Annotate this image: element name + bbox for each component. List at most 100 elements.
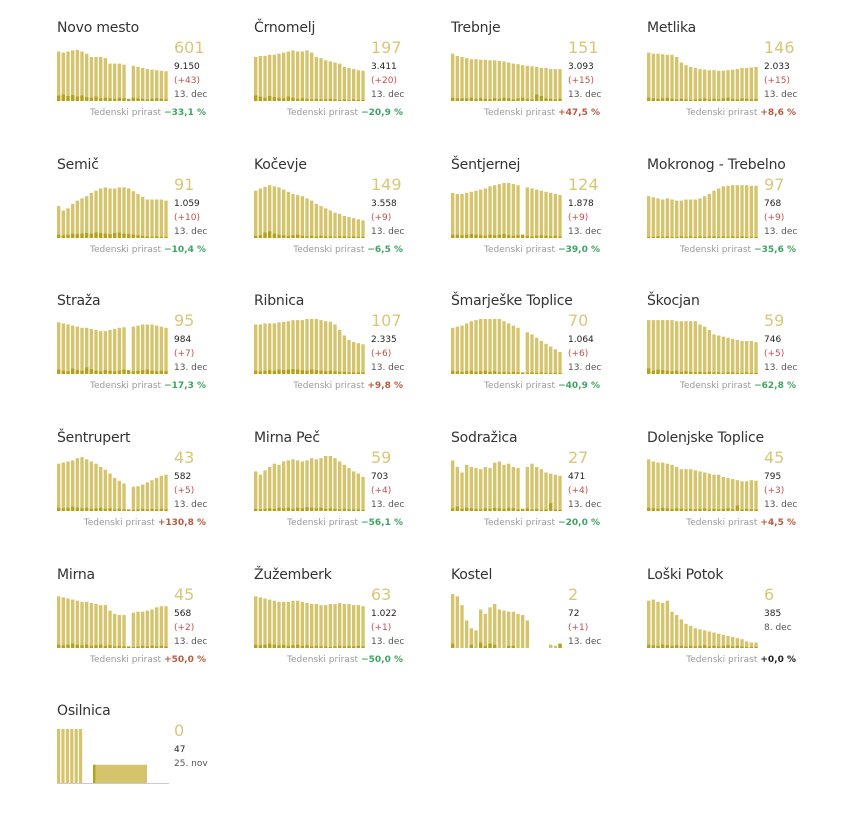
new-cases-bar bbox=[258, 645, 263, 648]
active-cases-chart bbox=[254, 185, 365, 238]
last-update-date: 13. dec bbox=[764, 90, 798, 100]
new-cases-bar bbox=[493, 507, 497, 511]
total-count: 1.022 bbox=[371, 609, 397, 619]
new-cases-bar bbox=[698, 508, 702, 511]
new-cases-bar bbox=[451, 370, 455, 374]
new-cases-bar bbox=[113, 233, 117, 238]
municipality-name: Šmarješke Toplice bbox=[451, 293, 573, 309]
new-cases-bar bbox=[164, 371, 168, 374]
new-cases-bar bbox=[670, 508, 674, 511]
municipality-card: Loški Potok 6 385 8. dec Tedenski prirast +0,… bbox=[647, 567, 837, 697]
new-cases-bar bbox=[342, 236, 347, 238]
new-cases-bar bbox=[740, 236, 744, 238]
active-bar bbox=[85, 601, 89, 648]
total-count: 72 bbox=[568, 609, 580, 619]
new-cases-bar bbox=[310, 369, 314, 374]
new-cases-bar bbox=[254, 644, 258, 648]
active-bar bbox=[113, 613, 117, 648]
new-cases-bar bbox=[693, 372, 698, 374]
active-cases-chart bbox=[57, 596, 168, 648]
last-update-date: 8. dec bbox=[764, 623, 792, 633]
new-cases-bar bbox=[535, 508, 539, 511]
new-cases-bar bbox=[122, 98, 126, 101]
new-cases-bar bbox=[145, 509, 150, 511]
active-bar bbox=[684, 65, 688, 101]
active-bar bbox=[319, 320, 323, 374]
new-cases-bar bbox=[726, 372, 730, 374]
active-bar bbox=[735, 339, 740, 374]
active-bar bbox=[117, 63, 122, 101]
new-cases-bar bbox=[155, 371, 159, 374]
weekly-growth-label: Tedenski prirast bbox=[484, 381, 556, 391]
municipality-name: Straža bbox=[57, 293, 101, 309]
new-cases-bar bbox=[263, 370, 267, 374]
weekly-growth-label: Tedenski prirast bbox=[484, 245, 556, 255]
active-bar bbox=[319, 458, 323, 511]
weekly-growth-label: Tedenski prirast bbox=[287, 108, 359, 118]
new-cases-bar bbox=[483, 508, 488, 511]
active-bar bbox=[740, 639, 744, 648]
new-cases-bar bbox=[675, 370, 679, 374]
new-cases-bar bbox=[103, 645, 108, 648]
active-bar bbox=[286, 191, 291, 238]
active-bar bbox=[651, 599, 656, 648]
new-cases-bar bbox=[314, 236, 319, 238]
new-cases-bar bbox=[455, 506, 460, 511]
new-cases-bar bbox=[558, 643, 562, 648]
new-cases-bar bbox=[291, 97, 295, 101]
active-bar bbox=[511, 467, 516, 511]
new-cases-bar bbox=[99, 644, 103, 648]
active-bar bbox=[647, 52, 651, 101]
new-cases-bar bbox=[268, 96, 272, 101]
active-cases-chart bbox=[451, 319, 562, 374]
active-bar bbox=[647, 459, 651, 511]
new-cases-bar bbox=[525, 98, 530, 101]
weekly-growth: Tedenski prirast −17,3 % bbox=[57, 381, 206, 391]
active-bar bbox=[525, 620, 530, 648]
active-bar bbox=[258, 474, 263, 511]
active-bar bbox=[127, 613, 131, 648]
new-cases-bar bbox=[679, 645, 684, 648]
new-cases-bar bbox=[319, 370, 323, 374]
active-cases-chart bbox=[254, 596, 365, 648]
new-cases-bar bbox=[731, 509, 735, 511]
active-bar bbox=[465, 58, 469, 101]
new-cases-bar bbox=[656, 508, 660, 511]
municipality-card: Ribnica 107 2.335 (+6) 13. dec Tedenski prira… bbox=[254, 293, 444, 423]
active-bar bbox=[749, 67, 754, 101]
active-bar bbox=[296, 51, 300, 101]
new-cases-bar bbox=[319, 646, 323, 648]
active-bar bbox=[530, 463, 534, 511]
weekly-growth: Tedenski prirast −40,9 % bbox=[451, 381, 600, 391]
active-bar bbox=[263, 186, 267, 238]
active-bar bbox=[66, 598, 70, 648]
active-bar bbox=[684, 199, 688, 238]
municipality-card: Metlika 146 2.033 (+15) 13. dec Tedenski prir… bbox=[647, 20, 837, 150]
active-bar bbox=[507, 463, 511, 511]
new-cases-bar bbox=[665, 97, 670, 101]
active-bar bbox=[469, 321, 474, 374]
new-cases-bar bbox=[127, 370, 131, 374]
active-bar bbox=[553, 69, 558, 101]
new-cases-bar bbox=[731, 372, 735, 374]
daily-change: (+5) bbox=[764, 349, 785, 359]
active-bar bbox=[665, 54, 670, 101]
active-bar bbox=[338, 63, 342, 101]
new-cases-bar bbox=[493, 98, 497, 101]
weekly-growth-value: −39,0 % bbox=[558, 245, 600, 255]
active-bar bbox=[493, 60, 497, 101]
active-bar bbox=[693, 68, 698, 101]
new-cases-bar bbox=[103, 370, 108, 374]
new-cases-bar bbox=[474, 508, 478, 511]
active-bar bbox=[159, 606, 164, 648]
new-cases-bar bbox=[328, 370, 333, 374]
new-cases-bar bbox=[735, 99, 740, 101]
active-cases-chart bbox=[57, 729, 169, 784]
active-bar bbox=[497, 319, 502, 374]
active-bar bbox=[460, 472, 464, 511]
active-bar bbox=[516, 327, 520, 374]
active-bar bbox=[511, 63, 516, 101]
new-cases-bar bbox=[455, 98, 460, 101]
active-bar bbox=[651, 197, 656, 238]
new-cases-bar bbox=[328, 236, 333, 238]
